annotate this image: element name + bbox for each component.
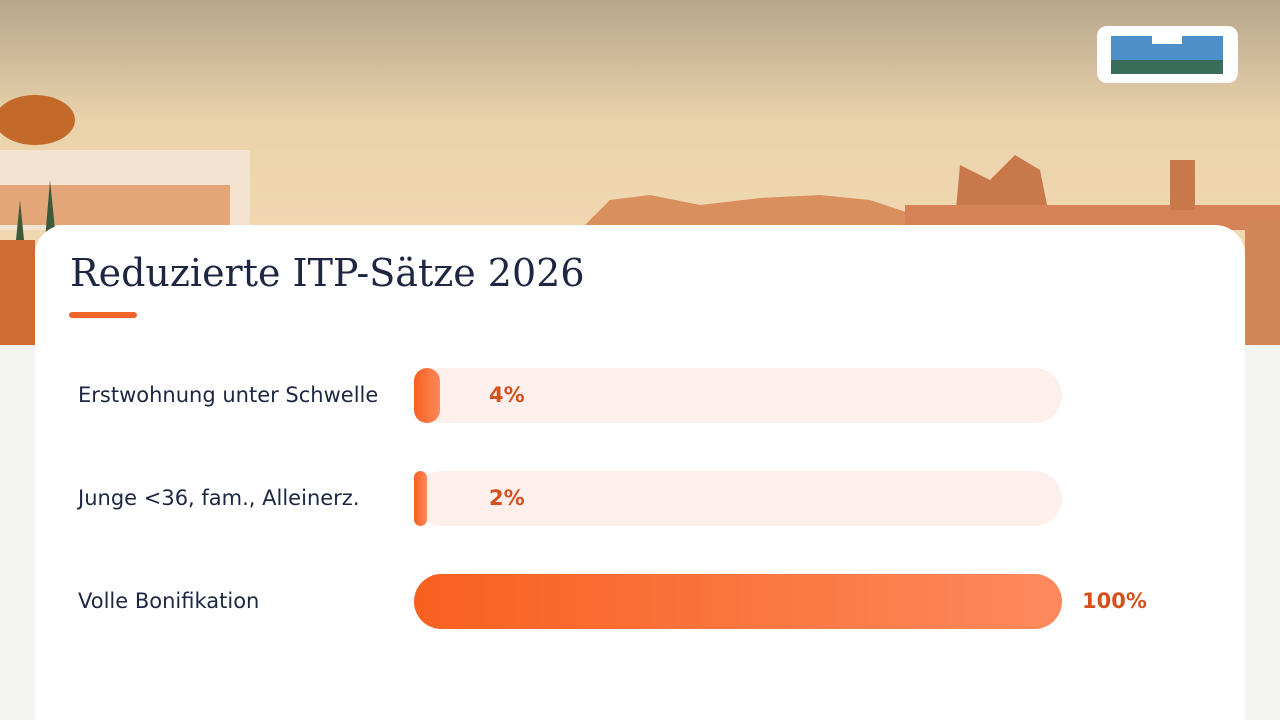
category-label: Junge <36, fam., Alleinerz. <box>78 486 360 510</box>
value-label: 2% <box>489 485 525 510</box>
bar <box>414 470 427 526</box>
logo <box>1097 26 1238 83</box>
chart-title: Reduzierte ITP-Sätze 2026 <box>70 251 585 295</box>
category-label: Erstwohnung unter Schwelle <box>78 383 379 407</box>
bar <box>414 367 440 423</box>
bar-track <box>414 470 1062 526</box>
category-label: Volle Bonifikation <box>78 589 260 613</box>
value-label: 100% <box>1082 588 1147 613</box>
logo-image <box>1111 36 1223 74</box>
value-label: 4% <box>489 382 525 407</box>
bar-track <box>414 367 1062 423</box>
bar-track <box>414 573 1062 629</box>
title-underline <box>69 312 137 318</box>
bar <box>414 573 1062 629</box>
card: Reduzierte ITP-Sätze 2026 Erstwohnung un… <box>35 225 1245 720</box>
